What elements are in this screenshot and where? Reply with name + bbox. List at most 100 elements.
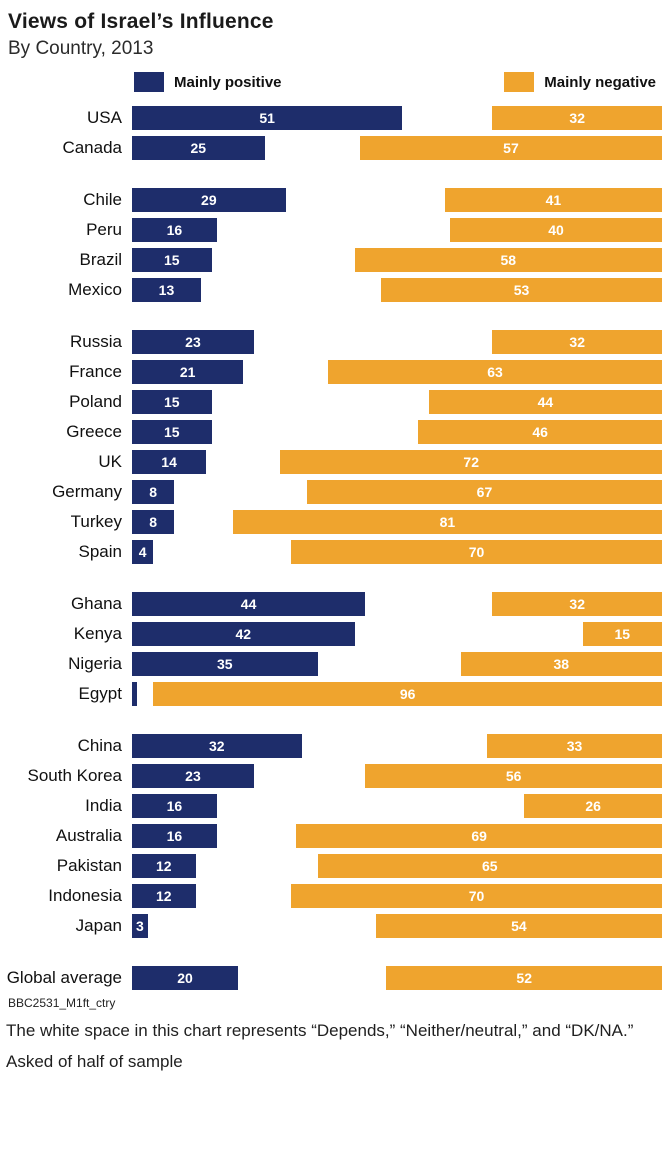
- country-group: China 32 33 South Korea 23 56 India 16 26 Austral…: [6, 734, 662, 938]
- negative-value-label: 70: [468, 888, 485, 904]
- negative-bar: 40: [450, 218, 662, 242]
- positive-bar: 8: [132, 480, 175, 504]
- positive-value-label: 29: [201, 192, 217, 208]
- positive-value-label: 13: [158, 282, 175, 298]
- country-label: Egypt: [78, 684, 122, 704]
- negative-value-label: 96: [399, 686, 416, 702]
- negative-bar: 69: [296, 824, 662, 848]
- bar-row: Mexico 13 53: [6, 278, 662, 302]
- bar-row: Spain 4 70: [6, 540, 662, 564]
- bar-track: 16 26: [132, 794, 662, 818]
- positive-bar: 4: [132, 540, 154, 564]
- bar-track: 29 41: [132, 188, 662, 212]
- bar-track: 25 57: [132, 136, 662, 160]
- legend-negative-label: Mainly negative: [544, 73, 656, 91]
- country-label: Australia: [55, 826, 122, 846]
- negative-value-label: 81: [439, 514, 456, 530]
- positive-value-label: 20: [177, 970, 193, 986]
- positive-bar: 35: [132, 652, 318, 676]
- positive-value-label: 42: [235, 626, 252, 642]
- bar-row: Indonesia 12 70: [6, 884, 662, 908]
- country-label: Pakistan: [56, 856, 122, 876]
- positive-bar: 23: [132, 330, 254, 354]
- bar-track: 13 53: [132, 278, 662, 302]
- bar-row: Nigeria 35 38: [6, 652, 662, 676]
- legend-item-negative: Mainly negative: [504, 72, 656, 92]
- negative-bar: 63: [328, 360, 662, 384]
- positive-value-label: 4: [138, 544, 147, 560]
- bar-row: Global average 20 52: [6, 966, 662, 990]
- bar-row: Russia 23 32: [6, 330, 662, 354]
- positive-bar: 12: [132, 854, 196, 878]
- positive-value-label: 16: [166, 828, 183, 844]
- country-label: Mexico: [68, 280, 122, 300]
- positive-value-label: 44: [240, 596, 257, 612]
- country-label: Peru: [86, 220, 122, 240]
- bar-track: 44 32: [132, 592, 662, 616]
- positive-value-label: 14: [161, 454, 177, 470]
- positive-bar: 14: [132, 450, 207, 474]
- country-label: Russia: [70, 332, 122, 352]
- bar-row: Ghana 44 32: [6, 592, 662, 616]
- positive-bar: 25: [132, 136, 265, 160]
- negative-bar: 15: [582, 622, 662, 646]
- positive-value-label: 32: [209, 738, 225, 754]
- legend-item-positive: Mainly positive: [134, 72, 282, 92]
- country-label: Poland: [69, 392, 122, 412]
- negative-bar: 67: [306, 480, 662, 504]
- legend-positive-label: Mainly positive: [174, 73, 282, 91]
- bar-row: Chile 29 41: [6, 188, 662, 212]
- negative-bar: 70: [291, 540, 662, 564]
- positive-bar: 15: [132, 248, 212, 272]
- negative-value-label: 69: [471, 828, 487, 844]
- country-label: Turkey: [70, 512, 122, 532]
- negative-value-label: 54: [511, 918, 527, 934]
- negative-value-label: 38: [553, 656, 570, 672]
- negative-value-label: 53: [513, 282, 530, 298]
- country-label: France: [69, 362, 122, 382]
- negative-value-label: 15: [614, 626, 631, 642]
- negative-bar: 46: [418, 420, 662, 444]
- negative-bar: 52: [386, 966, 662, 990]
- positive-value-label: 25: [190, 140, 207, 156]
- negative-value-label: 32: [569, 334, 585, 350]
- country-label: Nigeria: [68, 654, 122, 674]
- footnote-whitespace: The white space in this chart represents…: [6, 1021, 634, 1040]
- bar-track: 51 32: [132, 106, 662, 130]
- bar-track: 35 38: [132, 652, 662, 676]
- positive-value-label: 51: [259, 110, 275, 126]
- positive-bar: 16: [132, 824, 217, 848]
- negative-bar: 38: [460, 652, 662, 676]
- negative-value-label: 63: [487, 364, 503, 380]
- negative-bar: 58: [354, 248, 662, 272]
- bar-row: Germany 8 67: [6, 480, 662, 504]
- bar-track: 32 33: [132, 734, 662, 758]
- bar-row: South Korea 23 56: [6, 764, 662, 788]
- bar-track: 14 72: [132, 450, 662, 474]
- positive-bar: 51: [132, 106, 403, 130]
- source-code: BBC2531_M1ft_ctry: [8, 996, 116, 1010]
- negative-value-label: 40: [548, 222, 564, 238]
- negative-bar: 65: [317, 854, 662, 878]
- positive-value-label: 15: [163, 252, 180, 268]
- negative-bar: 57: [359, 136, 662, 160]
- bar-row: Poland 15 44: [6, 390, 662, 414]
- bar-row: Canada 25 57: [6, 136, 662, 160]
- country-group: USA 51 32 Canada 25 57: [6, 106, 662, 160]
- chart-title: Views of Israel’s Influence: [8, 10, 274, 33]
- country-label: Brazil: [79, 250, 122, 270]
- country-group: Chile 29 41 Peru 16 40 Brazil 15 58 Mexico 13 53: [6, 188, 662, 302]
- positive-value-label: 8: [149, 514, 158, 530]
- bar-row: China 32 33: [6, 734, 662, 758]
- country-group: Russia 23 32 France 21 63 Poland 15 44 Greece 15 46…: [6, 330, 662, 564]
- bar-track: 96: [132, 682, 662, 706]
- negative-value-label: 41: [545, 192, 562, 208]
- country-label: Global average: [6, 968, 122, 988]
- bar-track: 42 15: [132, 622, 662, 646]
- negative-value-label: 46: [532, 424, 548, 440]
- chart-subtitle: By Country, 2013: [8, 38, 154, 59]
- positive-value-label: 15: [163, 424, 180, 440]
- bar-track: 23 56: [132, 764, 662, 788]
- bar-track: 23 32: [132, 330, 662, 354]
- country-label: Canada: [62, 138, 122, 158]
